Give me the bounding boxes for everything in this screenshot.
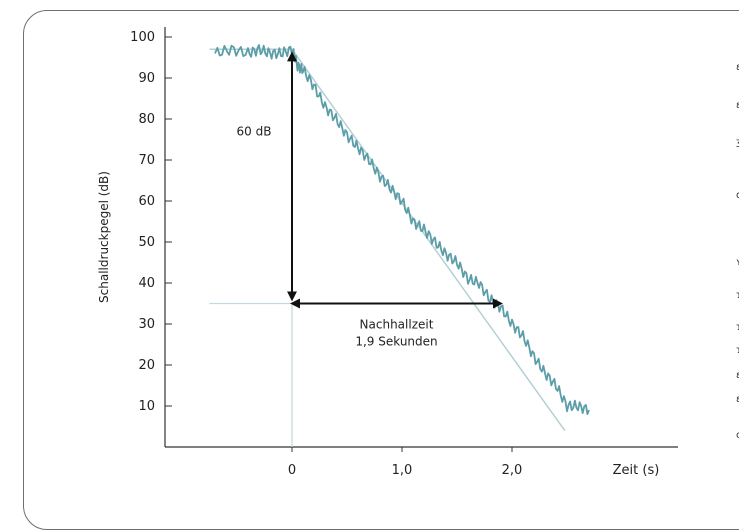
y-tick-label: 40 <box>138 276 155 291</box>
y-tick-label: 10 <box>138 399 155 414</box>
y-tick-label: 50 <box>138 235 155 250</box>
margin-mark: ǆ <box>736 189 739 201</box>
regression-line <box>209 48 566 432</box>
horizontal-arrow-label-line2: 1,9 Sekunden <box>355 335 437 349</box>
margin-mark: ɿ <box>736 322 739 333</box>
y-tick-label: 90 <box>138 71 155 86</box>
margin-mark: ɛ <box>736 394 739 405</box>
x-tick-label: 2,0 <box>502 463 523 478</box>
margin-mark: ɛ <box>736 62 739 73</box>
margin-mark: ɛ <box>736 370 739 381</box>
margin-mark: ʒ <box>736 137 739 148</box>
margin-mark: ʏ <box>736 257 739 268</box>
horizontal-arrow-label-line1: Nachhallzeit <box>360 318 434 332</box>
margin-mark: ɛ <box>736 100 739 111</box>
chart-svg: Schalldruckpegel (dB) Zeit (s) 10 20 30 40 5… <box>97 27 739 478</box>
x-axis-label: Zeit (s) <box>613 463 660 478</box>
margin-mark: ɿ <box>736 290 739 301</box>
y-tick-label: 30 <box>138 317 155 332</box>
measured-decay-curve <box>214 44 590 416</box>
y-tick-label: 60 <box>138 194 155 209</box>
vertical-arrow-label: 60 dB <box>237 124 272 138</box>
x-tick-label: 0 <box>288 463 296 478</box>
y-tick-label: 70 <box>138 153 155 168</box>
y-tick-label: 100 <box>130 30 155 45</box>
chart-frame <box>23 10 739 530</box>
y-axis-label: Schalldruckpegel (dB) <box>97 171 111 303</box>
y-tick-label: 80 <box>138 112 155 127</box>
x-tick-label: 1,0 <box>392 463 413 478</box>
margin-mark: c <box>736 430 739 441</box>
y-tick-label: 20 <box>138 358 155 373</box>
margin-mark: ɿ <box>736 345 739 356</box>
